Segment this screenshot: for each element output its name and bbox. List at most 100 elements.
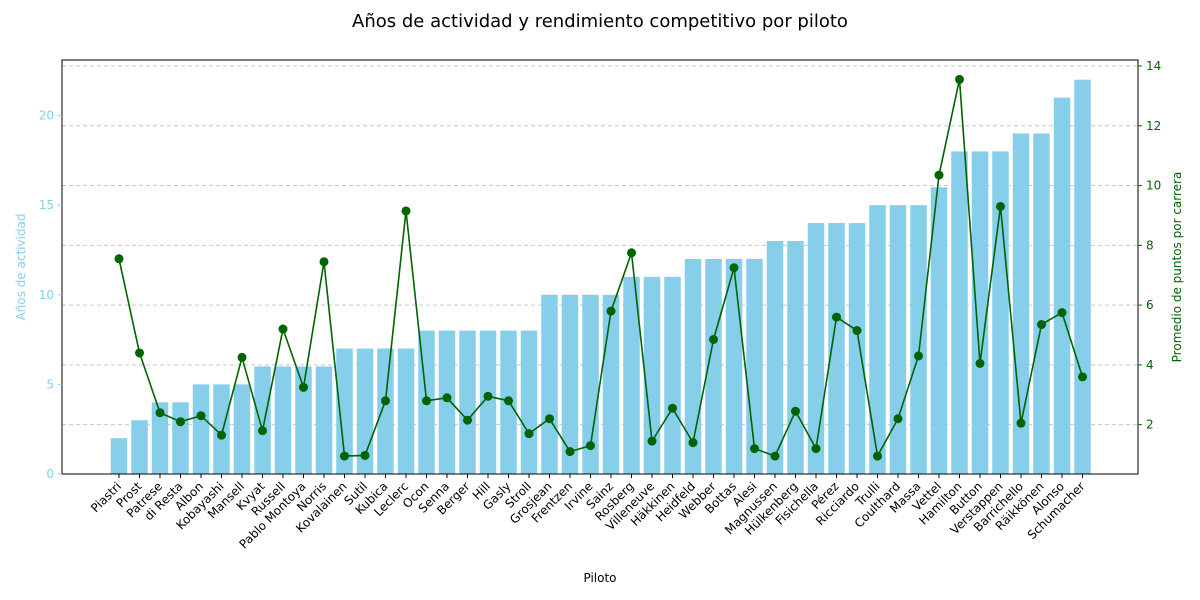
line-point xyxy=(955,74,964,84)
bar xyxy=(643,276,661,474)
line-layer xyxy=(114,74,1087,461)
line-point xyxy=(893,414,903,424)
axes-layer: 0 5 10 15 20 2 4 6 8 10 12 14 xyxy=(39,59,1162,481)
bar xyxy=(623,276,640,474)
y-left-tick-label: 15 xyxy=(39,198,54,212)
bar xyxy=(971,151,989,475)
y-right-tick-label: 12 xyxy=(1146,119,1161,133)
line-point xyxy=(217,430,226,440)
y-right-tick-label: 4 xyxy=(1146,358,1154,372)
y-right-tick-label: 2 xyxy=(1146,418,1154,432)
y-left-tick-label: 10 xyxy=(39,288,54,302)
bar xyxy=(828,223,845,474)
line-point xyxy=(319,257,329,267)
bar xyxy=(151,402,169,474)
bar xyxy=(1012,133,1030,474)
line-point xyxy=(483,391,493,401)
bar xyxy=(725,258,743,474)
bar xyxy=(602,294,620,474)
bar xyxy=(746,258,763,474)
bar xyxy=(397,348,415,474)
bar xyxy=(1053,97,1071,475)
bar xyxy=(377,348,394,474)
bar xyxy=(520,330,538,474)
bar xyxy=(848,223,866,474)
bar xyxy=(541,294,558,474)
line-point xyxy=(811,444,821,454)
line-point xyxy=(155,408,165,418)
bar xyxy=(664,276,681,474)
line-point xyxy=(565,447,575,457)
bar xyxy=(766,241,784,474)
y-left-tick-label: 0 xyxy=(46,467,54,481)
bar xyxy=(233,384,251,474)
line-point xyxy=(934,170,944,180)
y-right-tick-label: 10 xyxy=(1146,179,1161,193)
line-point xyxy=(442,393,452,403)
line-point xyxy=(1078,372,1087,382)
line-point xyxy=(770,451,780,461)
bar xyxy=(315,366,333,474)
y-right-tick-label: 8 xyxy=(1146,238,1154,252)
line-point xyxy=(832,312,841,322)
plot-frame xyxy=(61,59,1139,475)
line-point xyxy=(975,358,985,368)
bar xyxy=(192,384,210,474)
bar xyxy=(336,348,353,474)
y-axis-right-label: Promedio de puntos por carrera xyxy=(1170,172,1184,363)
bar xyxy=(807,223,825,474)
line-point xyxy=(791,406,800,416)
y-left-tick-label: 5 xyxy=(46,377,54,391)
bar xyxy=(787,241,804,474)
bar xyxy=(438,330,456,474)
line-point xyxy=(852,326,862,336)
bar xyxy=(131,420,148,474)
bar xyxy=(951,151,968,475)
bar xyxy=(1074,79,1091,474)
line-point xyxy=(401,206,411,216)
line-point xyxy=(114,254,124,264)
line-point xyxy=(606,306,616,316)
bar xyxy=(172,402,189,474)
bar xyxy=(295,366,312,474)
line-point xyxy=(299,382,308,392)
y-right-tick-label: 6 xyxy=(1146,298,1154,312)
line-point xyxy=(668,403,677,413)
line-point xyxy=(1057,308,1067,318)
line-point xyxy=(586,441,595,451)
line-point xyxy=(1016,418,1026,428)
line-point xyxy=(258,426,267,436)
line-point xyxy=(996,201,1005,211)
y-left-tick-label: 20 xyxy=(39,109,54,123)
bar xyxy=(992,151,1009,475)
bar xyxy=(254,366,271,474)
bar xyxy=(213,384,230,474)
line-point xyxy=(176,417,185,427)
line-point xyxy=(135,348,144,358)
y-axis-left-label: Años de actividad xyxy=(14,213,28,320)
line-point xyxy=(688,438,698,448)
line-point xyxy=(381,396,390,406)
line-point xyxy=(422,396,431,406)
bar xyxy=(582,294,599,474)
x-axis-label: Piloto xyxy=(583,571,616,585)
bar xyxy=(705,258,722,474)
line-point xyxy=(196,411,206,421)
bar xyxy=(561,294,579,474)
line-point xyxy=(1037,320,1046,330)
series-line xyxy=(118,79,1084,459)
line-point xyxy=(463,415,472,425)
chart-title: Años de actividad y rendimiento competit… xyxy=(352,11,848,32)
bar xyxy=(1033,133,1050,474)
line-point xyxy=(709,334,718,344)
line-point xyxy=(278,324,288,334)
line-point xyxy=(524,429,534,439)
bar xyxy=(459,330,476,474)
bar xyxy=(479,330,497,474)
line-point xyxy=(647,436,657,446)
line-point xyxy=(627,248,636,258)
bar xyxy=(910,205,927,475)
line-point xyxy=(914,351,923,361)
